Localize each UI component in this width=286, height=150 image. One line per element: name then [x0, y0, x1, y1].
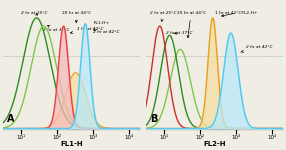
X-axis label: FL1-H: FL1-H	[60, 141, 83, 147]
Text: FL1-H+: FL1-H+	[93, 21, 109, 31]
Text: 2 hr at 42°C: 2 hr at 42°C	[93, 30, 120, 34]
Text: 20 hr at 44°C: 20 hr at 44°C	[62, 11, 92, 22]
Text: 2 hr at 42°C: 2 hr at 42°C	[241, 45, 273, 52]
Text: A: A	[7, 114, 14, 124]
Text: B: B	[150, 114, 157, 124]
Text: 2 hr at 37°C: 2 hr at 37°C	[43, 25, 69, 32]
Text: 1 hr at 42°C: 1 hr at 42°C	[70, 27, 104, 34]
Text: 20 hr at 44°C: 20 hr at 44°C	[176, 11, 206, 38]
Text: 2 hr at 37°C: 2 hr at 37°C	[166, 31, 192, 35]
Text: 1 hr at 42°CFL2-H+: 1 hr at 42°CFL2-H+	[215, 11, 258, 17]
Text: 2 hr at 25°C: 2 hr at 25°C	[150, 11, 177, 21]
Text: 2 hr at 25°C: 2 hr at 25°C	[21, 11, 47, 15]
X-axis label: FL2-H: FL2-H	[203, 141, 226, 147]
